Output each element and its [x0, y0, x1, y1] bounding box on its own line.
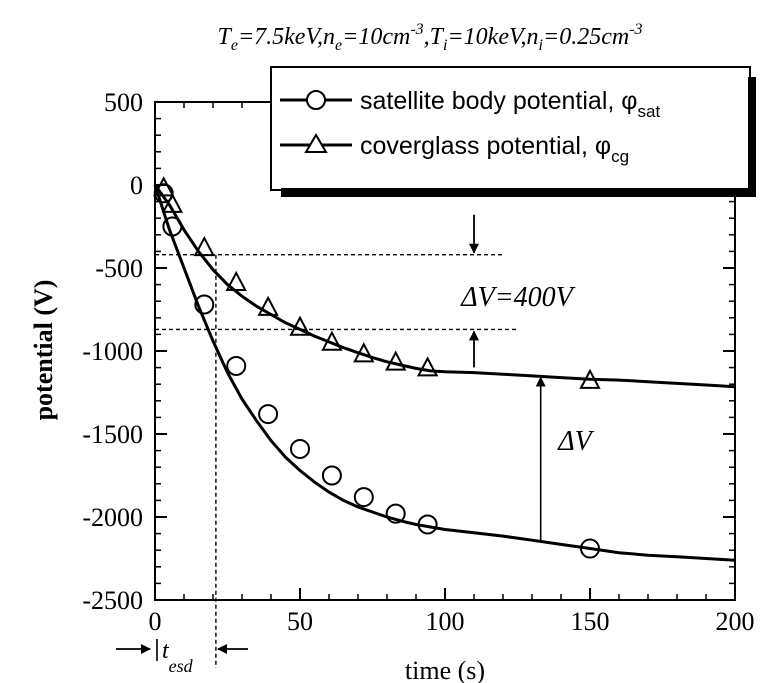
- y-tick-label: -2500: [82, 586, 143, 615]
- y-tick-label: -1000: [82, 337, 143, 366]
- chart-title: Te=7.5keV,ne=10cm-3,Ti=10keV,ni=0.25cm-3: [217, 21, 642, 54]
- satellite-point: [194, 294, 215, 315]
- satellite-point: [258, 404, 279, 425]
- satellite-point: [580, 538, 600, 559]
- coverglass-point: [193, 235, 215, 257]
- coverglass-point: [153, 176, 175, 197]
- t-esd-label: tesd: [162, 638, 194, 676]
- coverglass-point: [353, 342, 375, 363]
- y-axis-label: potential (V): [29, 280, 58, 421]
- satellite-point: [226, 355, 247, 376]
- satellite-point: [417, 514, 438, 535]
- coverglass-point: [225, 270, 247, 291]
- legend-label-satellite: satellite body potential, φsat: [360, 87, 660, 121]
- legend-box: [270, 66, 751, 191]
- coverglass-point: [161, 192, 184, 213]
- legend-shadow-bottom: [281, 188, 756, 197]
- x-axis-label: time (s): [405, 656, 485, 683]
- series-coverglass-line: [153, 184, 736, 389]
- y-tick-label: -2000: [82, 503, 143, 532]
- legend-label-coverglass: coverglass potential, φcg: [360, 132, 629, 166]
- legend-triangle-marker: [304, 133, 328, 153]
- series-satellite-line: [153, 184, 736, 562]
- x-tick-label: 0: [149, 607, 162, 636]
- y-tick-label: -500: [95, 254, 143, 283]
- delta-v-label: ΔV: [557, 426, 594, 457]
- legend-circle-marker: [306, 90, 326, 110]
- coverglass-point: [257, 295, 279, 316]
- x-tick-label: 50: [287, 607, 313, 636]
- coverglass-point: [579, 368, 601, 389]
- coverglass-point: [416, 356, 439, 377]
- coverglass-point: [385, 350, 407, 371]
- legend-shadow-right: [748, 77, 756, 197]
- x-tick-label: 100: [426, 607, 465, 636]
- y-tick-label: 0: [130, 171, 143, 200]
- legend: satellite body potential, φsat coverglas…: [270, 66, 756, 197]
- delta-v-400-label: ΔV=400V: [460, 282, 575, 313]
- satellite-point: [321, 465, 342, 486]
- coverglass-point: [289, 315, 311, 336]
- y-tick-label: 500: [104, 88, 143, 117]
- satellite-point: [385, 503, 406, 524]
- satellite-point: [290, 438, 310, 459]
- x-tick-label: 150: [571, 607, 610, 636]
- coverglass-point: [321, 330, 343, 351]
- y-tick-label: -1500: [82, 420, 143, 449]
- x-tick-label: 200: [716, 607, 755, 636]
- satellite-point: [353, 487, 374, 508]
- satellite-point: [162, 216, 183, 237]
